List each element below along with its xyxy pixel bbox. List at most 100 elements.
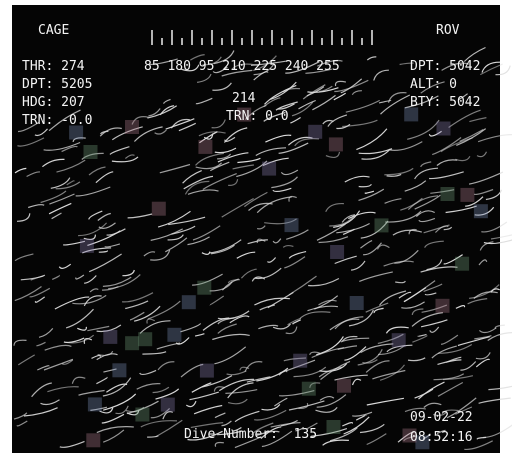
sediment-stroke [102,429,125,443]
sediment-stroke [209,295,225,306]
sediment-stroke [433,410,448,416]
sediment-stroke [463,46,486,62]
sediment-stroke [31,382,52,398]
compression-block [138,332,153,347]
sediment-stroke [83,337,93,344]
sediment-stroke [414,167,439,180]
sediment-stroke [275,101,298,111]
compression-block [83,145,98,159]
sediment-stroke [311,347,345,359]
video-background [12,5,500,453]
sediment-stroke [277,103,295,110]
sediment-stroke [150,228,183,241]
sediment-stroke [319,395,335,401]
compression-block [237,107,252,122]
sediment-stroke [155,388,180,400]
sediment-stroke [157,210,191,228]
sediment-stroke [17,137,45,147]
sediment-stroke [210,244,235,255]
sediment-stroke [315,407,338,413]
sediment-stroke [360,220,389,239]
sediment-stroke [214,147,237,154]
sediment-stroke [270,81,297,100]
sediment-stroke [78,389,105,396]
sediment-stroke [180,363,204,378]
sediment-stroke [455,156,471,162]
sediment-stroke [359,271,393,282]
sediment-stroke [83,295,102,307]
sediment-stroke [192,273,223,286]
sediment-stroke [88,166,106,176]
sediment-stroke [47,386,79,393]
sediment-stroke [424,240,444,248]
sediment-stroke [225,389,258,394]
sediment-stroke [150,407,171,419]
sediment-stroke [272,238,282,244]
compression-block [199,363,214,378]
sediment-stroke [299,311,331,320]
sediment-stroke [441,409,459,415]
sediment-stroke [460,361,477,371]
sediment-stroke [261,430,293,448]
sediment-stroke [316,394,347,408]
sediment-stroke [256,238,266,244]
sediment-stroke [255,147,287,157]
sediment-stroke [270,422,301,428]
sediment-stroke [16,213,31,222]
sediment-stroke [77,326,87,331]
sediment-stroke [182,170,202,184]
sediment-stroke [404,95,439,109]
bathymetry: BTY: 5042 [410,95,480,110]
sediment-stroke [426,259,443,271]
sediment-stroke [149,58,178,66]
sediment-stroke [133,305,161,322]
sediment-stroke [101,286,119,291]
sediment-stroke [88,210,103,220]
sediment-stroke [394,249,419,264]
compression-block [284,218,299,233]
sediment-stroke [341,214,356,223]
sediment-stroke [404,180,427,192]
sediment-stroke [481,221,508,233]
compression-block [135,407,150,422]
sediment-stroke [407,195,439,211]
sediment-stroke [75,274,85,280]
sediment-stroke [404,407,426,413]
sediment-stroke [14,253,34,262]
sediment-stroke [309,382,321,388]
sediment-stroke [240,268,257,279]
sediment-stroke [44,344,72,351]
sediment-stroke [218,378,255,392]
sediment-stroke [420,319,448,328]
sediment-stroke [214,346,247,365]
sediment-stroke [418,381,445,400]
rov-depth: DPT: 5042 [410,59,480,74]
sediment-stroke [58,263,72,269]
sediment-stroke [178,122,196,132]
compression-block [440,187,455,201]
sediment-stroke [384,198,402,204]
center-turn: TRN: 0.0 [226,109,289,124]
sediment-stroke [459,128,484,142]
sediment-stroke [474,334,492,340]
sediment-stroke [306,422,318,430]
sediment-stroke [287,317,301,326]
sediment-stroke [20,274,46,281]
sediment-stroke [195,97,213,105]
sediment-stroke [14,286,42,302]
sediment-stroke [193,404,223,415]
heading-tape-labels: 85 180 95 210 225 240 255 [144,59,340,74]
sediment-stroke [180,323,202,333]
sediment-stroke [184,180,210,195]
sediment-stroke [167,234,184,241]
sediment-stroke [272,187,292,193]
sediment-stroke [385,326,409,334]
compression-block [87,397,102,412]
sediment-stroke [95,171,114,184]
sediment-stroke [51,274,61,280]
heading-tape [151,30,373,45]
sediment-stroke [43,141,81,151]
sediment-stroke [342,421,354,427]
sediment-stroke [221,69,253,77]
